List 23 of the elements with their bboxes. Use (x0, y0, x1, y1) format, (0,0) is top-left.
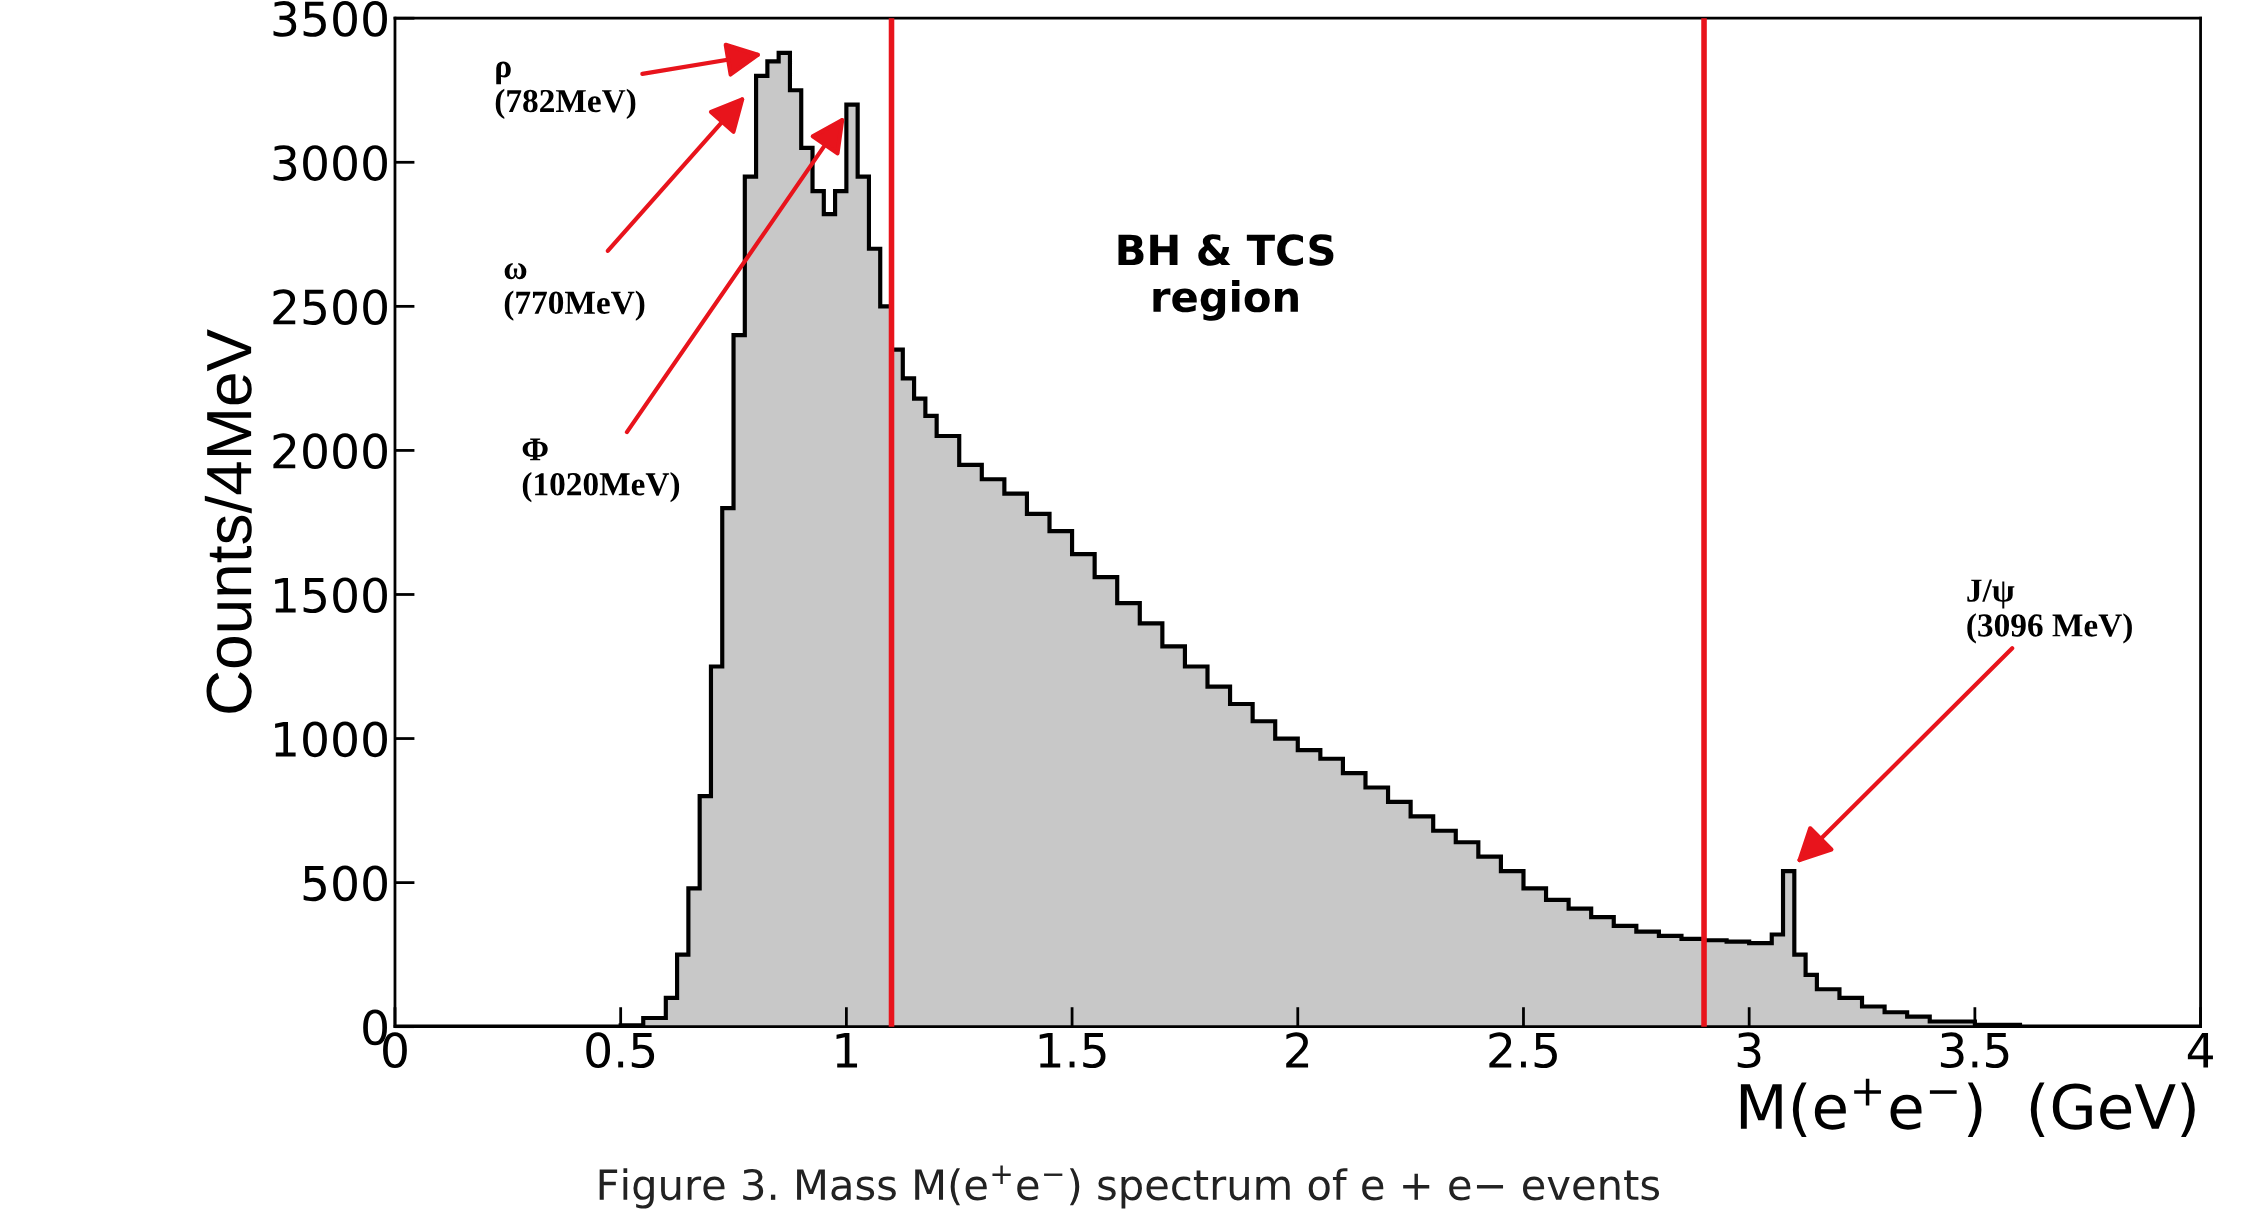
annotation: Φ (1020MeV) (522, 438, 680, 503)
y-tick-label: 3500 (273, 1, 387, 37)
x-tick-label: 2.5 (1489, 1032, 1557, 1069)
y-tick-label: 3000 (273, 145, 387, 181)
y-tick-label: 1000 (275, 721, 387, 758)
y-tick-label: 2500 (273, 289, 387, 325)
y-axis-title: Counts/4MeV (204, 329, 252, 713)
caption: Figure 3. Mass M(e$^{+}$e$^{−}$) spectrum of e + e− events (599, 1165, 1660, 1209)
x-axis-title: M(e$^{+}$e$^{−}$) (GeV) (1740, 1078, 2195, 1137)
y-tick-label: 500 (303, 865, 387, 902)
annotation: ρ (782MeV) (495, 61, 636, 120)
y-tick-label: 2000 (273, 433, 387, 470)
x-tick-label: 4 (2187, 1032, 2213, 1068)
x-tick-label: 1.5 (1039, 1032, 1106, 1069)
annotation: BH & TCS region (1118, 234, 1334, 321)
y-tick-label: 1500 (275, 577, 387, 614)
annotation: ω (770MeV) (504, 263, 645, 321)
x-tick-label: 2 (1286, 1032, 1309, 1068)
x-tick-label: 3 (1737, 1032, 1761, 1069)
annotation: J/ψ (3096 MeV) (1967, 579, 2132, 644)
x-tick-label: 3.5 (1940, 1032, 2009, 1069)
x-tick-label: 1 (836, 1032, 858, 1068)
x-tick-label: 0.5 (586, 1032, 655, 1069)
